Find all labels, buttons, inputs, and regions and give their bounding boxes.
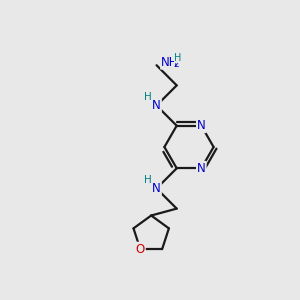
Text: H: H (144, 92, 152, 101)
Text: N: N (152, 99, 161, 112)
Text: 2: 2 (173, 60, 179, 69)
Text: H: H (144, 175, 152, 185)
Text: N: N (152, 182, 161, 195)
Text: N: N (197, 119, 206, 132)
Text: N: N (197, 162, 206, 175)
Text: NH: NH (161, 56, 178, 69)
Text: H: H (175, 53, 182, 63)
Text: O: O (136, 243, 145, 256)
